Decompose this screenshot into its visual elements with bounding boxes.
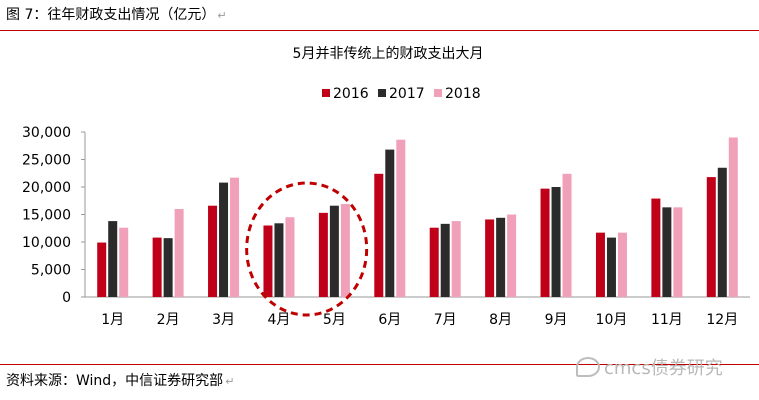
source-note: 资料来源：Wind，中信证券研究部 ↵ [6, 370, 234, 390]
x-tick-label: 2月 [157, 312, 180, 328]
bar-2018-7 [451, 221, 461, 297]
bar-2018-10 [617, 232, 627, 297]
y-tick-label: 25,000 [22, 153, 71, 169]
watermark: cmcs债券研究 [576, 354, 723, 380]
bar-2017-3 [219, 182, 229, 297]
y-tick-label: 20,000 [22, 180, 71, 196]
x-tick-label: 6月 [378, 312, 401, 328]
bar-2017-11 [662, 207, 672, 297]
top-rule [0, 30, 759, 31]
wechat-logo-icon [576, 357, 600, 377]
y-tick-label: 30,000 [22, 125, 71, 141]
bar-2016-6 [374, 173, 384, 297]
paragraph-mark-icon: ↵ [217, 9, 227, 22]
bar-2016-4 [263, 225, 273, 297]
bar-2016-2 [152, 237, 162, 297]
bar-2018-3 [230, 177, 240, 297]
bar-2018-8 [507, 214, 517, 297]
x-tick-label: 3月 [212, 312, 235, 328]
figure-caption: 图 7：往年财政支出情况（亿元） ↵ [6, 4, 227, 24]
bar-2016-12 [706, 177, 716, 297]
x-tick-label: 9月 [545, 312, 568, 328]
legend-label-2016: 2016 [333, 86, 369, 102]
legend-swatch-2017 [378, 89, 386, 97]
highlight-circle [245, 181, 369, 317]
bar-2016-5 [318, 212, 328, 297]
legend-label-2017: 2017 [389, 86, 425, 102]
legend-swatch-2018 [434, 89, 442, 97]
x-tick-label: 7月 [434, 312, 457, 328]
bar-2018-1 [119, 227, 129, 297]
x-tick-label: 11月 [651, 312, 683, 328]
y-tick-label: 5,000 [31, 263, 71, 279]
x-tick-label: 5月 [323, 312, 346, 328]
x-tick-label: 8月 [489, 312, 512, 328]
x-tick-label: 10月 [596, 312, 628, 328]
bar-2016-3 [208, 205, 218, 297]
bar-2018-6 [396, 139, 406, 297]
figure-caption-text: 图 7：往年财政支出情况（亿元） [6, 7, 216, 23]
paragraph-mark-icon: ↵ [225, 375, 235, 388]
bar-2017-2 [163, 238, 173, 297]
bar-2018-2 [174, 209, 184, 297]
bar-2016-9 [540, 188, 550, 297]
bar-2017-8 [496, 217, 506, 297]
bar-2018-12 [728, 137, 738, 297]
y-tick-label: 15,000 [22, 208, 71, 224]
y-tick-label: 0 [62, 290, 71, 306]
bar-2017-6 [385, 149, 395, 297]
bar-2017-5 [329, 205, 339, 297]
bar-2017-1 [108, 221, 118, 297]
bar-2016-8 [485, 219, 495, 297]
bottom-rule [0, 364, 759, 365]
x-tick-label: 4月 [267, 312, 290, 328]
bar-2017-4 [274, 223, 284, 297]
source-note-text: 资料来源：Wind，中信证券研究部 [6, 373, 224, 389]
x-tick-label: 12月 [706, 312, 738, 328]
bar-2018-9 [562, 173, 572, 297]
y-tick-label: 10,000 [22, 235, 71, 251]
legend-label-2018: 2018 [445, 86, 481, 102]
bar-2017-7 [440, 223, 450, 297]
bar-2016-10 [595, 232, 605, 297]
x-tick-label: 1月 [101, 312, 124, 328]
bar-2017-9 [551, 187, 561, 297]
bar-2016-7 [429, 227, 439, 297]
watermark-text: cmcs债券研究 [604, 358, 723, 379]
bar-2018-11 [673, 207, 683, 297]
bar-2017-10 [606, 237, 616, 297]
legend-swatch-2016 [322, 89, 330, 97]
bar-2016-11 [651, 198, 661, 297]
bar-2018-5 [340, 204, 350, 297]
bar-2018-4 [285, 217, 295, 297]
chart-title: 5月并非传统上的财政支出大月 [293, 46, 484, 62]
bar-2016-1 [97, 242, 107, 297]
bar-2017-12 [717, 167, 727, 297]
